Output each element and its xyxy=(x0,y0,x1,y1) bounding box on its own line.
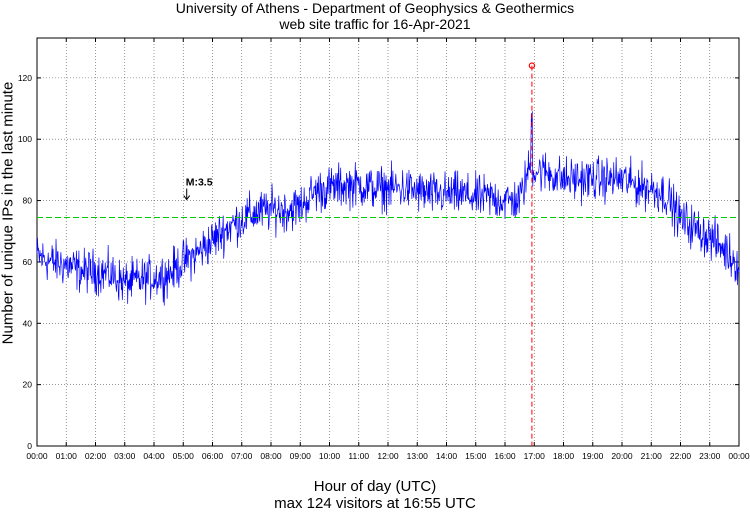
x-tick-label: 19:00 xyxy=(582,451,604,461)
x-tick-label: 16:00 xyxy=(494,451,516,461)
x-tick-label: 15:00 xyxy=(465,451,487,461)
x-tick-label: 00:00 xyxy=(26,451,48,461)
x-tick-label: 23:00 xyxy=(699,451,721,461)
x-tick-label: 18:00 xyxy=(553,451,575,461)
x-tick-label: 01:00 xyxy=(56,451,78,461)
x-tick-label: 14:00 xyxy=(436,451,458,461)
max-marker xyxy=(528,62,536,69)
traffic-series-line xyxy=(36,111,740,306)
x-tick-label: 22:00 xyxy=(670,451,692,461)
x-tick-label: 11:00 xyxy=(348,451,369,461)
x-tick-label: 03:00 xyxy=(114,451,136,461)
y-tick-label: 40 xyxy=(23,318,33,328)
x-tick-label: 20:00 xyxy=(611,451,633,461)
x-tick-label: 12:00 xyxy=(377,451,399,461)
annotation-label: M:3.5 xyxy=(186,177,213,189)
x-tick-label: 04:00 xyxy=(143,451,165,461)
y-tick-label: 100 xyxy=(18,134,32,144)
max-visitors-caption: max 124 visitors at 16:55 UTC xyxy=(274,495,476,512)
y-tick-label: 80 xyxy=(23,196,33,206)
x-tick-label: 08:00 xyxy=(260,451,282,461)
y-tick-label: 120 xyxy=(18,73,32,83)
x-tick-label: 06:00 xyxy=(202,451,224,461)
x-tick-label: 17:00 xyxy=(524,451,546,461)
x-tick-label: 09:00 xyxy=(290,451,312,461)
annotation-arrow-head xyxy=(183,195,191,201)
chart-title: University of Athens - Department of Geo… xyxy=(175,0,575,16)
x-axis-label: Hour of day (UTC) xyxy=(313,478,437,495)
y-tick-label: 20 xyxy=(23,380,33,390)
x-tick-label: 00:00 xyxy=(728,451,750,461)
x-tick-label: 13:00 xyxy=(407,451,429,461)
chart-subtitle: web site traffic for 16-Apr-2021 xyxy=(279,16,471,32)
y-tick-label: 0 xyxy=(27,441,32,451)
x-tick-label: 10:00 xyxy=(319,451,341,461)
x-tick-label: 07:00 xyxy=(231,451,253,461)
x-tick-label: 02:00 xyxy=(85,451,107,461)
x-tick-label: 05:00 xyxy=(173,451,195,461)
y-tick-label: 60 xyxy=(23,257,33,267)
x-tick-label: 21:00 xyxy=(641,451,663,461)
